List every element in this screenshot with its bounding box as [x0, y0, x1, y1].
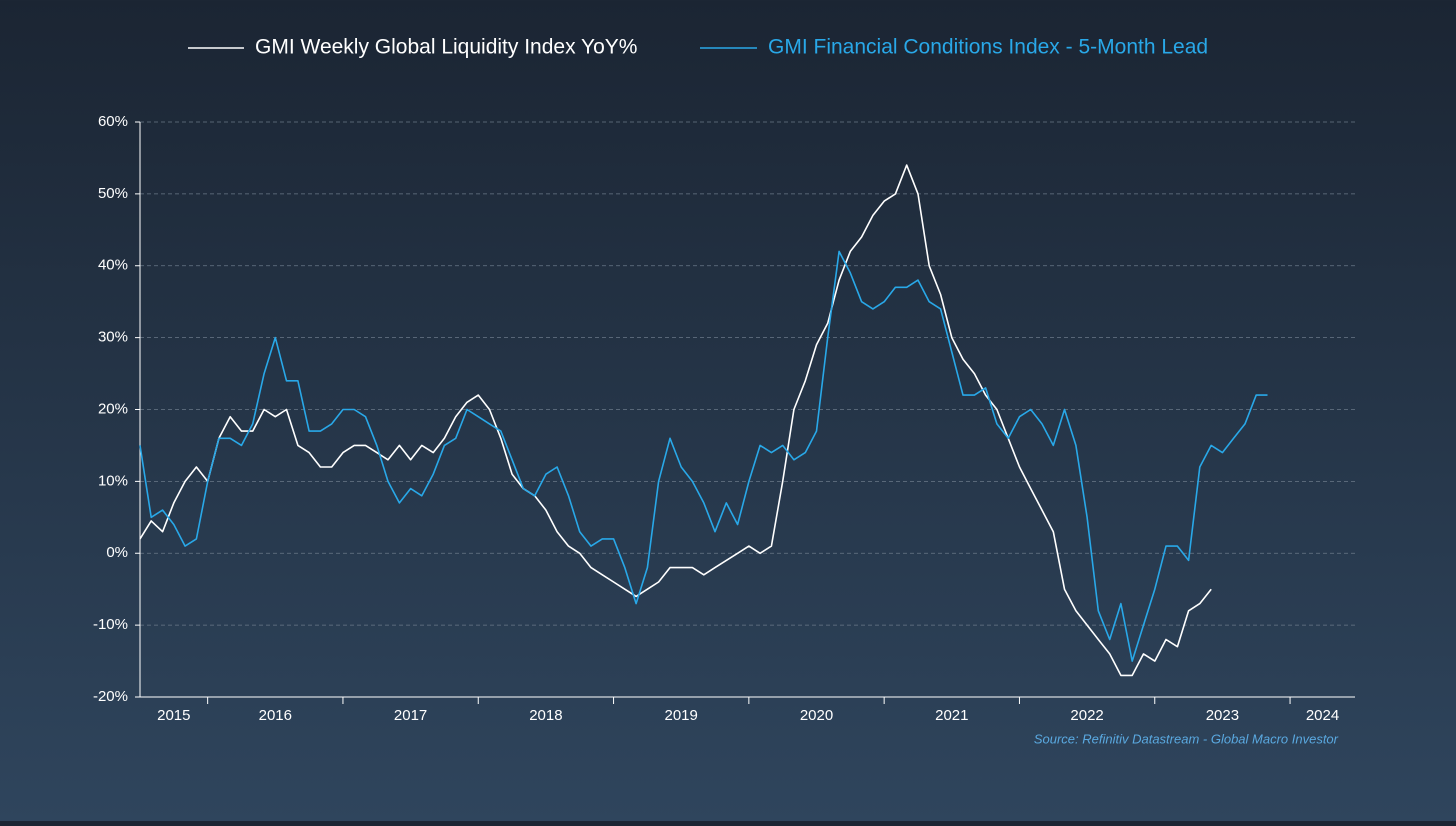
x-tick-label: 2023 [1206, 707, 1239, 724]
y-tick-label: 60% [98, 113, 128, 130]
x-tick-label: 2022 [1070, 707, 1103, 724]
x-tick-label: 2018 [529, 707, 562, 724]
y-tick-label: -10% [93, 616, 128, 633]
y-tick-label: 0% [106, 544, 128, 561]
x-tick-label: 2016 [259, 707, 292, 724]
x-tick-label: 2021 [935, 707, 968, 724]
series-line [139, 164, 1212, 677]
source-note: Source: Refinitiv Datastream - Global Ma… [1034, 731, 1339, 746]
y-tick-label: 10% [98, 472, 128, 489]
x-tick-label: 2020 [800, 707, 833, 724]
x-tick-label: 2015 [157, 707, 190, 724]
y-tick-label: 40% [98, 257, 128, 274]
legend-label: GMI Weekly Global Liquidity Index YoY% [255, 36, 637, 59]
series-line [139, 250, 1268, 662]
y-tick-label: 30% [98, 329, 128, 346]
x-tick-label: 2024 [1306, 707, 1339, 724]
x-tick-label: 2019 [665, 707, 698, 724]
y-tick-label: 20% [98, 400, 128, 417]
legend-label: GMI Financial Conditions Index - 5-Month… [768, 36, 1208, 59]
x-tick-label: 2017 [394, 707, 427, 724]
y-tick-label: -20% [93, 688, 128, 705]
y-tick-label: 50% [98, 185, 128, 202]
